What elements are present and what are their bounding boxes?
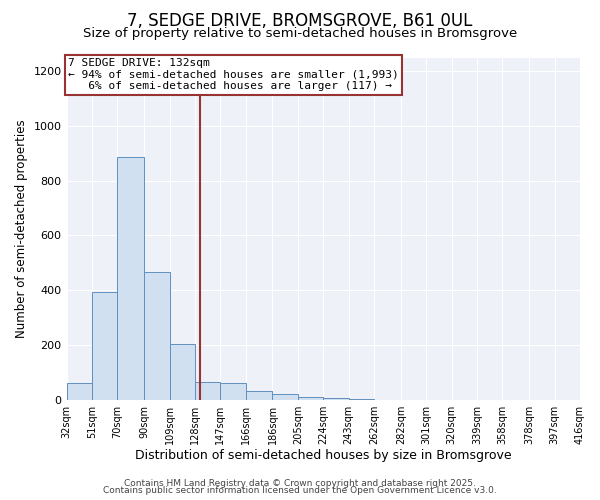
Text: Size of property relative to semi-detached houses in Bromsgrove: Size of property relative to semi-detach… — [83, 28, 517, 40]
Bar — [170, 344, 195, 400]
Bar — [144, 272, 170, 400]
Bar — [298, 397, 323, 400]
Bar — [92, 292, 118, 400]
Bar — [220, 384, 246, 400]
Text: 7 SEDGE DRIVE: 132sqm
← 94% of semi-detached houses are smaller (1,993)
   6% of: 7 SEDGE DRIVE: 132sqm ← 94% of semi-deta… — [68, 58, 398, 92]
Bar — [118, 158, 144, 400]
Text: Contains HM Land Registry data © Crown copyright and database right 2025.: Contains HM Land Registry data © Crown c… — [124, 478, 476, 488]
X-axis label: Distribution of semi-detached houses by size in Bromsgrove: Distribution of semi-detached houses by … — [135, 450, 512, 462]
Bar — [272, 394, 298, 400]
Bar — [349, 399, 374, 400]
Bar — [67, 384, 92, 400]
Text: Contains public sector information licensed under the Open Government Licence v3: Contains public sector information licen… — [103, 486, 497, 495]
Bar — [323, 398, 349, 400]
Bar — [195, 382, 220, 400]
Text: 7, SEDGE DRIVE, BROMSGROVE, B61 0UL: 7, SEDGE DRIVE, BROMSGROVE, B61 0UL — [127, 12, 473, 30]
Y-axis label: Number of semi-detached properties: Number of semi-detached properties — [15, 120, 28, 338]
Bar — [246, 392, 272, 400]
